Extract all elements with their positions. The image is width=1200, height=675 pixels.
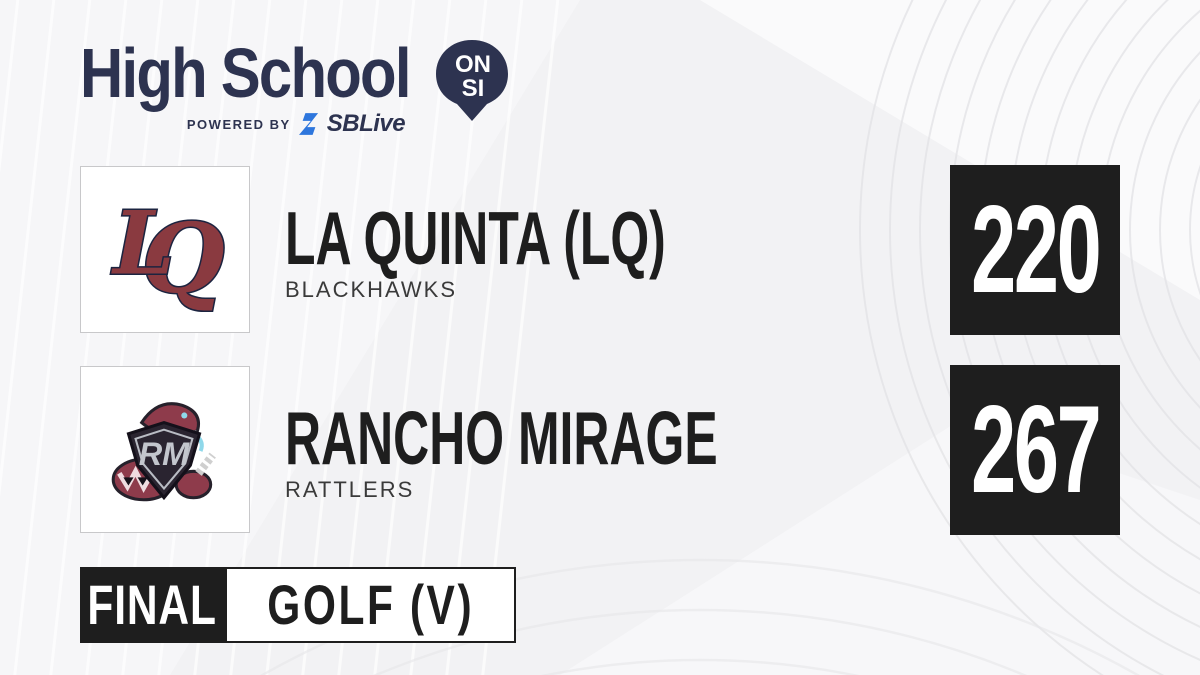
- pin-text-on: ON: [455, 51, 491, 78]
- team-score: 220: [970, 179, 1102, 319]
- powered-by-label: POWERED BY: [186, 116, 291, 132]
- team-mascot: RATTLERS: [285, 477, 415, 502]
- sblive-bolt-icon: [298, 113, 318, 135]
- rancho-mirage-logo-icon: RM: [111, 401, 216, 501]
- team-row: Q L LA QUINTA (LQ) BLACKHAWKS 220: [80, 165, 1120, 335]
- logo-letter-q: Q: [142, 201, 225, 314]
- event-badge: GOLF (V): [225, 567, 517, 643]
- team-name: RANCHO MIRAGE: [285, 395, 718, 481]
- footer-badges: FINAL GOLF (V): [80, 567, 517, 643]
- team-score: 267: [970, 379, 1102, 519]
- la-quinta-logo: Q L: [80, 166, 250, 333]
- team-text-block: RANCHO MIRAGE RATTLERS: [285, 399, 840, 502]
- on-si-pin-icon: ON SI: [436, 40, 508, 121]
- rancho-mirage-logo: RM: [80, 366, 250, 533]
- team-mascot: BLACKHAWKS: [285, 277, 458, 302]
- logo-letter-l: L: [110, 191, 174, 294]
- logo-letters-rm: RM: [139, 436, 190, 472]
- team-score-box: 267: [950, 365, 1120, 535]
- sblive-wordmark: SBLive: [326, 110, 406, 137]
- powered-by-row: POWERED BY SBLive: [80, 110, 512, 138]
- event-label: GOLF (V): [267, 573, 475, 637]
- team-name: LA QUINTA (LQ): [285, 195, 666, 281]
- pin-text-si: SI: [462, 75, 485, 102]
- team-row: RM RANCHO MIRAGE RATTLERS 267: [80, 365, 1120, 535]
- status-label: FINAL: [87, 573, 218, 637]
- site-title: High School: [80, 34, 411, 113]
- header: High School ON SI POWERED BY SBLive: [80, 34, 512, 138]
- status-badge: FINAL: [80, 567, 225, 643]
- team-score-box: 220: [950, 165, 1120, 335]
- la-quinta-logo-icon: Q L: [109, 189, 227, 315]
- team-text-block: LA QUINTA (LQ) BLACKHAWKS: [285, 199, 773, 302]
